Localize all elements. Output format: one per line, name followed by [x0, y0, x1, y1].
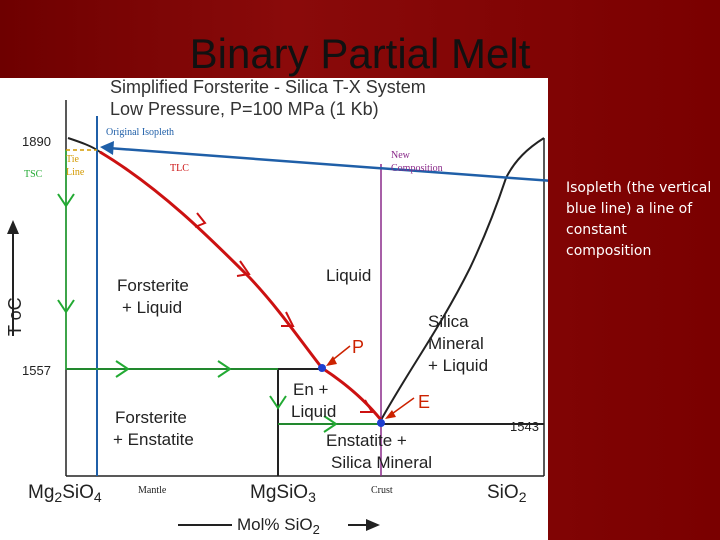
isopleth-pointer-arrowhead — [100, 141, 114, 155]
diagram-title-line2: Low Pressure, P=100 MPa (1 Kb) — [110, 99, 379, 119]
field-silica-liquid-1: Silica — [428, 312, 469, 331]
red-arrow-3 — [281, 311, 295, 327]
solid-path-green-1 — [65, 150, 278, 370]
red-arrow-2 — [236, 260, 251, 277]
temp-axis-label: T oC — [5, 297, 25, 336]
green-arrow-4 — [217, 360, 232, 378]
field-en-liquid-1: En + — [293, 380, 329, 399]
field-liquid: Liquid — [326, 266, 371, 285]
field-en-liquid-2: Liquid — [291, 402, 336, 421]
field-enstatite-silica-1: Enstatite + — [326, 431, 407, 450]
original-isopleth-label: Original Isopleth — [106, 127, 174, 138]
isopleth-pointer-arrow — [107, 146, 548, 182]
field-forsterite-liquid-1: Forsterite — [117, 276, 189, 295]
field-forsterite-enstatite-2: + Enstatite — [113, 430, 194, 449]
diagram-panel: Simplified Forsterite - Silica T-X Syste… — [0, 78, 548, 540]
tsc-label: TSC — [24, 169, 43, 180]
green-arrow-2 — [57, 299, 75, 314]
temp-axis-arrow-head — [7, 220, 19, 234]
new-composition-label-1: New — [391, 150, 411, 161]
red-arrow-1 — [194, 212, 207, 228]
eutectic-point — [377, 419, 385, 427]
green-arrow-3 — [115, 360, 130, 378]
field-enstatite-silica-2: Silica Mineral — [331, 453, 432, 472]
green-arrow-6 — [323, 415, 338, 433]
mantle-label: Mantle — [138, 485, 167, 496]
component-mg2sio4: Mg2SiO4 — [28, 482, 102, 505]
phase-diagram: Simplified Forsterite - Silica T-X Syste… — [5, 78, 548, 537]
new-composition-label-2: Composition — [391, 163, 443, 174]
red-arrow-4 — [360, 399, 374, 413]
field-silica-liquid-2: Mineral — [428, 334, 484, 353]
green-arrow-5 — [269, 395, 287, 410]
liquid-path-red — [99, 150, 383, 421]
temp-label-1557: 1557 — [22, 363, 51, 378]
temp-label-1543: 1543 — [510, 419, 539, 434]
tie-line-label-1: Tie — [66, 154, 80, 165]
green-arrow-1 — [57, 193, 75, 208]
field-forsterite-enstatite-1: Forsterite — [115, 408, 187, 427]
diagram-title-line1: Simplified Forsterite - Silica T-X Syste… — [110, 78, 426, 97]
crust-label: Crust — [371, 485, 393, 496]
isopleth-note: Isopleth (the vertical blue line) a line… — [566, 180, 712, 259]
tie-line-label-2: Line — [66, 167, 85, 178]
peritectic-label: P — [352, 337, 364, 357]
temp-label-1890: 1890 — [22, 134, 51, 149]
slide-title: Binary Partial Melt — [189, 30, 531, 77]
component-mgsio3: MgSiO3 — [250, 482, 316, 505]
field-forsterite-liquid-2: + Liquid — [122, 298, 182, 317]
eutectic-label: E — [418, 392, 430, 412]
component-sio2: SiO2 — [487, 482, 527, 505]
peritectic-point — [318, 364, 326, 372]
field-silica-liquid-3: + Liquid — [428, 356, 488, 375]
peritectic-pointer-head — [326, 356, 337, 366]
tlc-label: TLC — [170, 163, 189, 174]
x-axis-arrow-head — [366, 519, 380, 531]
x-axis-label: Mol% SiO2 — [237, 515, 320, 537]
silica-liquidus-curve — [380, 137, 545, 421]
eutectic-pointer-head — [385, 410, 396, 419]
